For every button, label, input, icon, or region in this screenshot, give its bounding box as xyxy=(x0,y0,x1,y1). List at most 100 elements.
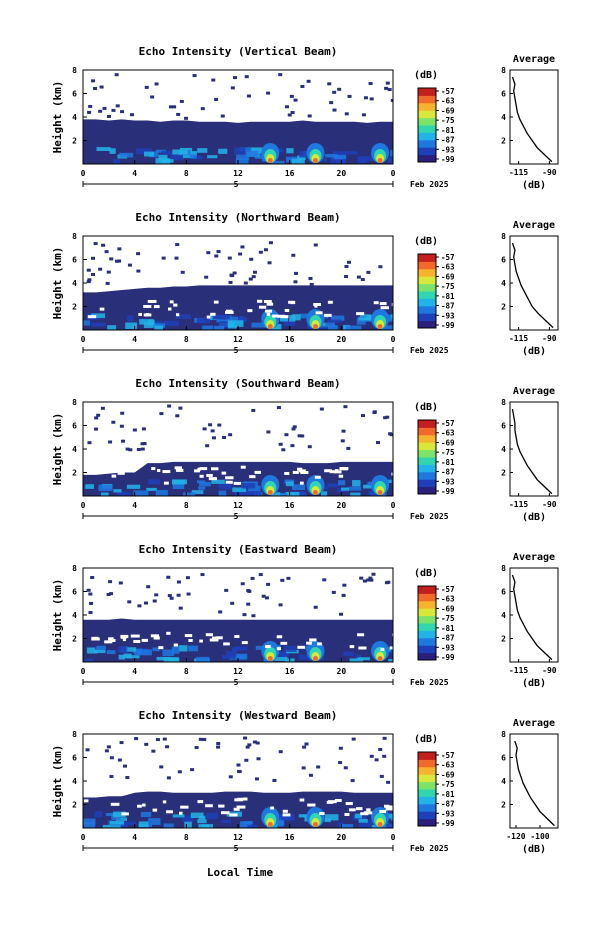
echo-cell xyxy=(127,315,134,322)
echo-gap xyxy=(166,631,171,635)
echo-speckle xyxy=(86,280,91,284)
echo-cell xyxy=(291,484,306,490)
x-tick-label: 4 xyxy=(132,667,137,676)
average-y-tick-label: 4 xyxy=(501,445,506,454)
echo-speckle xyxy=(384,86,389,90)
echo-gap xyxy=(277,314,286,318)
average-x-tick-label: -115 xyxy=(509,500,528,509)
echo-speckle xyxy=(255,741,260,745)
echo-speckle xyxy=(379,774,384,778)
echo-speckle xyxy=(322,578,327,582)
echo-speckle xyxy=(313,243,318,247)
panel-4: Echo Intensity (Westward Beam) Height (km… xyxy=(51,709,559,855)
echo-speckle xyxy=(88,592,93,596)
echo-cell xyxy=(144,151,155,157)
echo-speckle xyxy=(87,278,92,282)
echo-gap xyxy=(158,646,164,650)
echo-cell xyxy=(319,322,327,328)
colorbar-segment xyxy=(418,434,436,443)
echo-gap xyxy=(147,299,157,303)
echo-speckle xyxy=(243,281,248,285)
echo-cell xyxy=(352,480,361,487)
echo-cell xyxy=(247,824,257,828)
echo-hotspot xyxy=(267,490,273,495)
echo-speckle xyxy=(382,736,387,740)
echo-cell xyxy=(272,323,282,330)
colorbar-segment xyxy=(418,110,436,119)
echo-gap xyxy=(225,309,233,313)
echo-speckle xyxy=(119,424,124,428)
x-tick-label: 8 xyxy=(184,833,189,842)
echo-speckle xyxy=(240,245,245,249)
echo-speckle xyxy=(105,281,110,285)
echo-speckle xyxy=(205,444,210,448)
echo-speckle xyxy=(159,765,164,769)
average-frame xyxy=(509,401,559,497)
echo-cell xyxy=(172,482,185,490)
echo-speckle xyxy=(151,749,156,753)
echo-speckle xyxy=(146,585,151,589)
colorbar-tick-label: -87 xyxy=(441,302,455,311)
echo-cell xyxy=(152,647,160,652)
echo-speckle xyxy=(218,610,223,614)
echo-speckle xyxy=(256,757,261,761)
echo-speckle xyxy=(94,416,99,420)
colorbar-segment xyxy=(418,442,436,451)
date-marker: 5 xyxy=(234,346,239,355)
echo-speckle xyxy=(230,274,235,278)
colorbar-frame xyxy=(417,87,437,163)
echo-speckle xyxy=(109,592,114,596)
echo-cell xyxy=(227,320,244,327)
echo-speckle xyxy=(120,411,125,415)
colorbar-segment xyxy=(418,305,436,314)
colorbar-tick-label: -75 xyxy=(441,116,455,125)
echo-hotspot xyxy=(267,822,273,827)
colorbar-segment xyxy=(418,291,436,299)
echo-speckle xyxy=(200,107,205,111)
colorbar-segment xyxy=(418,88,436,96)
echo-speckle xyxy=(211,78,216,82)
echo-cell xyxy=(221,655,236,659)
echo-speckle xyxy=(140,442,145,446)
echo-speckle xyxy=(350,779,355,783)
echo-cell xyxy=(354,813,363,819)
echo-hotspot xyxy=(267,324,273,329)
average-profile xyxy=(511,242,554,329)
echo-speckle xyxy=(385,81,390,85)
echo-speckle xyxy=(301,766,306,770)
echo-cell xyxy=(118,654,125,660)
heatmap xyxy=(83,402,393,496)
echo-speckle xyxy=(167,404,172,408)
echo-gap xyxy=(388,805,393,809)
echo-speckle xyxy=(346,446,351,450)
echo-speckle xyxy=(278,442,283,446)
echo-cell xyxy=(191,490,204,494)
echo-cell xyxy=(392,316,393,320)
echo-cell xyxy=(237,316,247,322)
heatmap xyxy=(83,734,393,828)
panel-title: Echo Intensity (Southward Beam) xyxy=(135,377,340,390)
echo-hotspot xyxy=(267,656,273,661)
echo-gap xyxy=(210,312,216,316)
echo-speckle xyxy=(216,742,221,746)
colorbar-segment xyxy=(418,254,436,262)
x-tick-label: 4 xyxy=(132,501,137,510)
echo-cell xyxy=(107,325,117,330)
y-tick-label: 2 xyxy=(72,635,77,644)
echo-cell xyxy=(221,819,232,824)
echo-speckle xyxy=(85,748,90,752)
echo-speckle xyxy=(347,94,352,98)
echo-gap xyxy=(180,805,189,809)
echo-gap xyxy=(166,810,174,814)
x-tick-label: 0 xyxy=(81,169,86,178)
echo-cell xyxy=(245,150,259,157)
echo-gap xyxy=(297,645,305,649)
echo-cell xyxy=(341,487,349,491)
x-tick-label: 0 xyxy=(81,501,86,510)
echo-speckle xyxy=(307,445,312,449)
echo-speckle xyxy=(249,257,254,261)
echo-speckle xyxy=(369,754,374,758)
echo-speckle xyxy=(86,588,91,592)
echo-gap xyxy=(179,811,183,815)
echo-cell xyxy=(196,317,211,324)
